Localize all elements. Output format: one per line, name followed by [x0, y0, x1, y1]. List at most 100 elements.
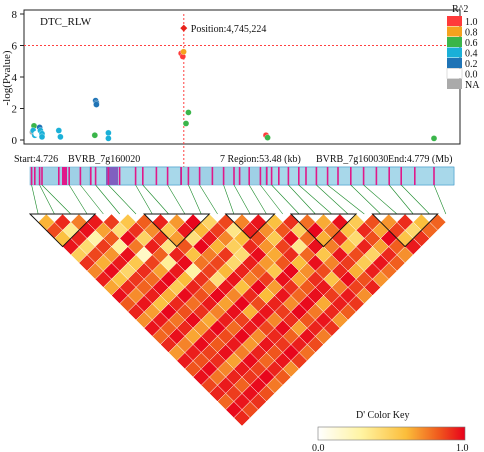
- connector-line: [316, 184, 349, 215]
- connector-line: [223, 184, 235, 215]
- connector-line: [68, 184, 88, 215]
- r2-legend: R^2 1.00.80.60.40.20.0NA: [446, 4, 480, 91]
- snp-tick: [68, 167, 70, 185]
- snp-tick: [30, 167, 33, 185]
- gene-block: [265, 166, 455, 186]
- connector-line: [327, 184, 365, 215]
- color-key-gradient: [317, 426, 466, 441]
- connector-line: [233, 184, 251, 215]
- snp-tick: [287, 167, 290, 185]
- snp-tick: [433, 167, 435, 185]
- snp-point: [182, 120, 190, 127]
- snp-tick: [259, 167, 262, 185]
- snp-tick: [142, 167, 144, 185]
- manhattan-panel: DTC_RLW -log(Pvalue) 0 2 4 6 8 Position:4,74…: [1, 4, 480, 168]
- snp-tick: [305, 167, 307, 185]
- snp-ticks: [30, 167, 435, 185]
- snp-tick: [350, 167, 352, 185]
- gene-feature: [62, 167, 67, 185]
- snp-tick: [90, 167, 92, 185]
- gene-label-2: BVRB_7g160030: [316, 154, 388, 165]
- snp-tick: [388, 167, 390, 185]
- connector-line: [167, 184, 186, 215]
- end-label: End:4.779 (Mb): [388, 154, 452, 165]
- connector-line: [108, 184, 137, 215]
- snp-point: [91, 132, 98, 139]
- color-key-min: 0.0: [312, 443, 325, 452]
- y-ticks: 0 2 4 6 8: [12, 9, 24, 147]
- snp-point: [105, 129, 112, 137]
- snp-tick: [41, 167, 43, 185]
- snp-tick: [155, 167, 158, 185]
- legend-label: 0.4: [465, 49, 478, 60]
- snp-tick: [414, 167, 416, 185]
- snp-point: [430, 135, 438, 142]
- connector-line: [188, 184, 202, 215]
- snp-tick: [298, 167, 300, 185]
- legend-swatch: [447, 16, 462, 26]
- snp-tick: [400, 167, 402, 185]
- legend-swatch: [447, 79, 462, 89]
- snp-tick: [238, 167, 241, 185]
- snp-tick: [270, 167, 273, 185]
- snp-tick: [266, 167, 268, 185]
- connector-line: [39, 184, 55, 215]
- ld-block-outline: [28, 213, 97, 248]
- legend-swatch: [447, 47, 462, 58]
- legend-title: R^2: [452, 4, 468, 15]
- ld-cell: [233, 409, 251, 427]
- snp-points: [28, 24, 438, 142]
- connector-line: [80, 184, 104, 215]
- connector-line: [248, 184, 267, 215]
- snp-tick: [166, 167, 169, 185]
- color-key-max: 1.0: [456, 443, 469, 452]
- dprime-color-key: D' Color Key 0.0 1.0: [312, 410, 469, 452]
- snp-tick: [326, 167, 329, 185]
- snp-tick: [375, 167, 378, 185]
- ld-heatmap: [37, 213, 447, 427]
- connector-line: [31, 184, 39, 215]
- connector-line: [388, 184, 414, 215]
- snp-tick: [233, 167, 235, 185]
- color-key-title: D' Color Key: [356, 410, 409, 421]
- connector-line: [271, 184, 300, 215]
- ld-block-outlines: [28, 213, 439, 248]
- ld-block-outline: [143, 213, 211, 248]
- snp-tick: [94, 167, 97, 185]
- connector-line: [260, 184, 284, 215]
- panel-title: DTC_RLW: [40, 16, 92, 28]
- snp-tick: [315, 167, 318, 185]
- y-tick-label: 4: [12, 72, 18, 84]
- snp-tick: [118, 167, 121, 185]
- snp-point: [180, 48, 187, 55]
- connector-line: [363, 184, 398, 215]
- snp-tick: [79, 167, 82, 185]
- snp-tick: [278, 167, 280, 185]
- legend-swatch: [447, 58, 462, 68]
- snp-tick: [180, 167, 182, 185]
- connector-line: [400, 184, 430, 215]
- legend-label: 0.2: [465, 59, 478, 70]
- y-tick-label: 2: [12, 104, 18, 116]
- legend-label: 0.8: [465, 28, 478, 39]
- snp-tick: [58, 167, 60, 185]
- snp-point: [57, 133, 64, 141]
- connector-line: [41, 184, 71, 215]
- gene-track: [29, 166, 455, 186]
- ld-block-outline: [371, 213, 439, 248]
- snp-point: [105, 135, 112, 142]
- region-label: 7 Region:53.48 (kb): [220, 154, 301, 165]
- snp-point: [38, 133, 46, 141]
- legend-label: 0.0: [465, 70, 478, 81]
- snp-tick: [38, 167, 41, 185]
- snp-tick: [134, 167, 137, 185]
- snp-tick: [107, 167, 110, 185]
- connector-line: [95, 184, 120, 215]
- snp-point: [185, 109, 192, 116]
- snp-tick: [187, 167, 190, 185]
- snp-tick: [362, 167, 365, 185]
- y-tick-label: 6: [12, 41, 18, 53]
- snp-tick: [248, 167, 250, 185]
- snp-tick: [198, 167, 201, 185]
- connector-line: [288, 184, 316, 215]
